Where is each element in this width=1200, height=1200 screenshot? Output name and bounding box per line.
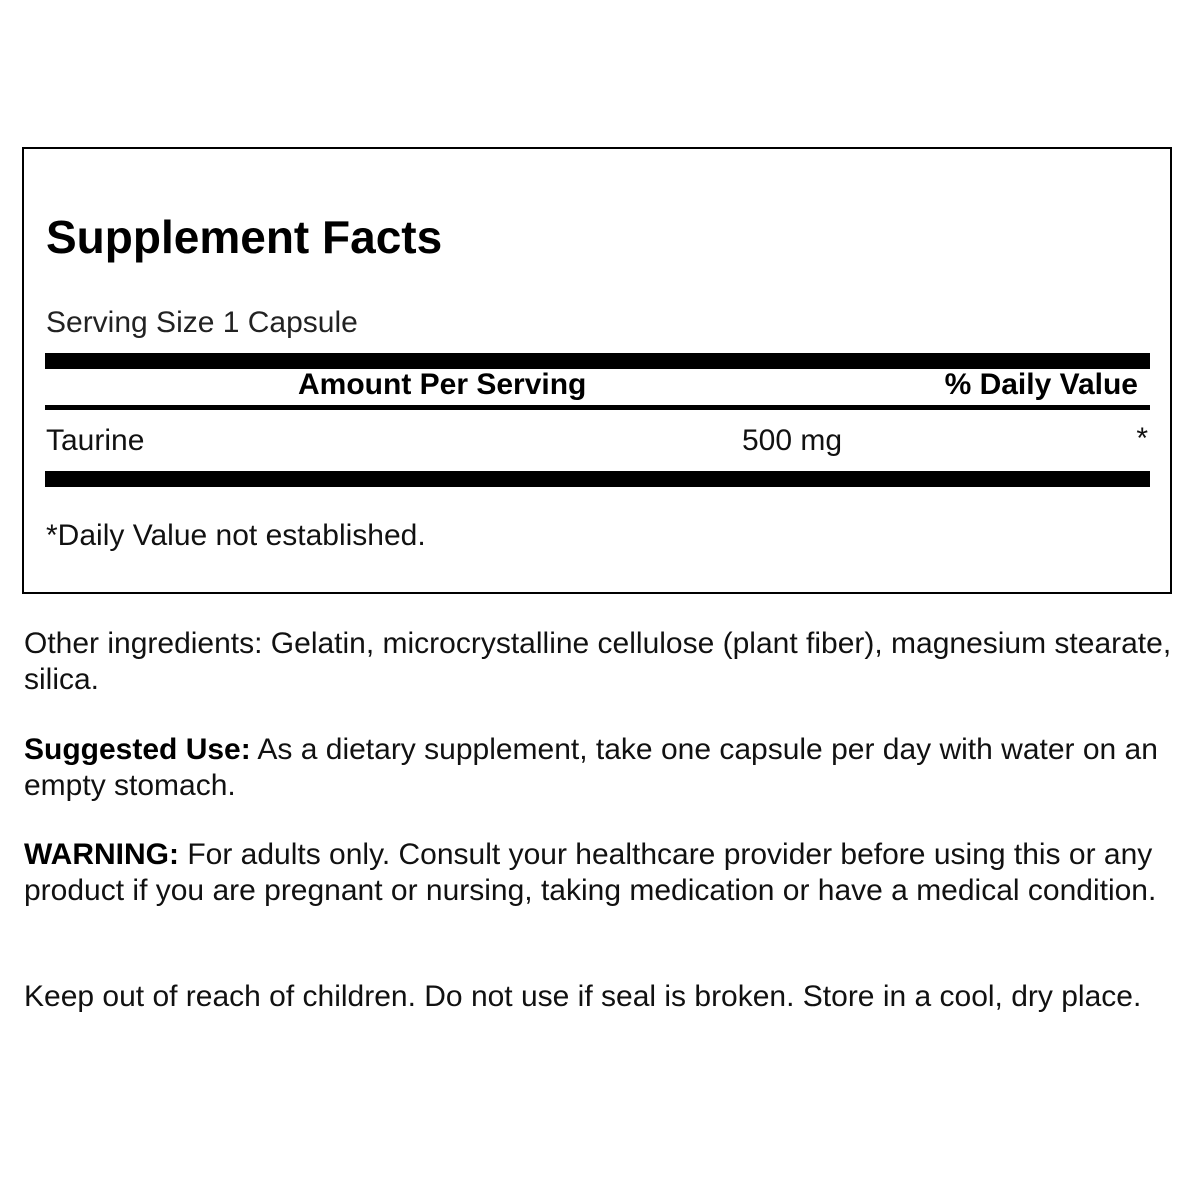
ingredient-amount: 500 mg xyxy=(742,424,843,457)
thick-divider xyxy=(45,471,1150,487)
other-ingredients: Other ingredients: Gelatin, microcrystal… xyxy=(24,627,1172,696)
facts-title: Supplement Facts xyxy=(46,211,443,263)
ingredient-name: Taurine xyxy=(46,424,145,457)
serving-size: Serving Size 1 Capsule xyxy=(46,306,358,339)
thin-divider xyxy=(45,405,1150,410)
warning-text: For adults only. Consult your healthcare… xyxy=(24,838,1157,907)
header-daily-value: % Daily Value xyxy=(944,368,1138,401)
thick-divider xyxy=(45,353,1150,369)
footnote: *Daily Value not established. xyxy=(46,519,426,552)
warning: WARNING: For adults only. Consult your h… xyxy=(24,837,1174,909)
warning-label: WARNING: xyxy=(24,838,179,871)
ingredient-dv: * xyxy=(1136,422,1148,455)
suggested-use-text: As a dietary supplement, take one capsul… xyxy=(24,733,1158,802)
header-amount: Amount Per Serving xyxy=(298,368,587,401)
suggested-use: Suggested Use: As a dietary supplement, … xyxy=(24,732,1174,804)
storage-note: Keep out of reach of children. Do not us… xyxy=(24,980,1142,1013)
suggested-use-label: Suggested Use: xyxy=(24,733,251,766)
supplement-facts-panel xyxy=(22,147,1172,594)
